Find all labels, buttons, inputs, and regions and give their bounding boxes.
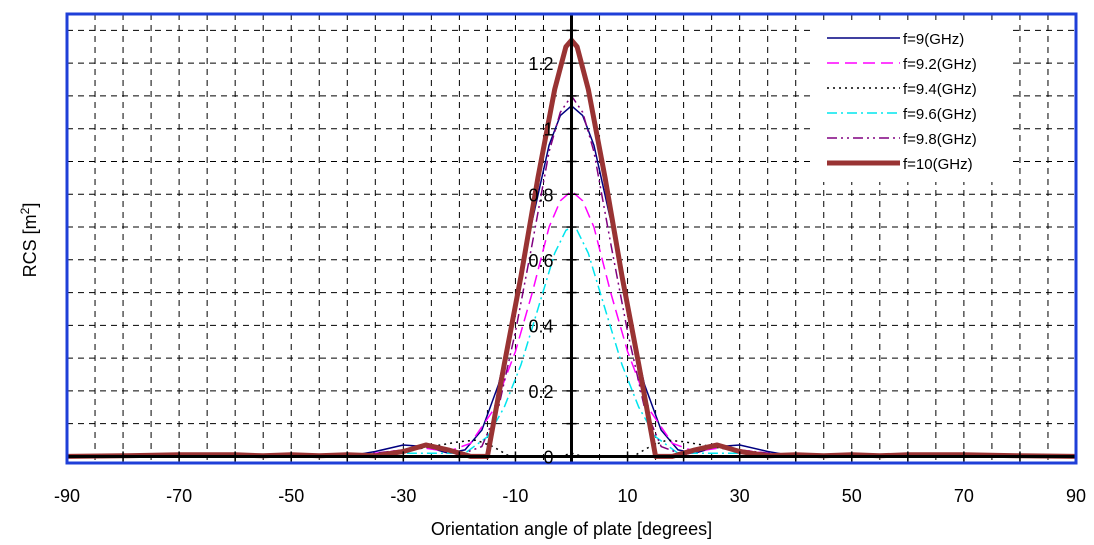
x-tick-label: -50 bbox=[278, 486, 304, 506]
legend-label-0: f=9(GHz) bbox=[903, 31, 964, 48]
y-tick-labels: 0 0.2 0.4 0.6 0.8 1 1.2 bbox=[528, 54, 553, 467]
legend-background bbox=[812, 22, 1012, 182]
y-tick-label: 0 bbox=[543, 447, 553, 467]
x-tick-label: 50 bbox=[842, 486, 862, 506]
legend-label-2: f=9.4(GHz) bbox=[903, 81, 977, 98]
x-tick-label: 90 bbox=[1066, 486, 1086, 506]
grid-lines bbox=[66, 14, 1077, 463]
y-axis-title: RCS [m2] bbox=[18, 203, 40, 278]
legend-label-4: f=9.8(GHz) bbox=[903, 131, 977, 148]
legend-label-5: f=10(GHz) bbox=[903, 156, 973, 173]
x-tick-label: -70 bbox=[166, 486, 192, 506]
y-tick-label: 0.4 bbox=[528, 316, 553, 336]
y-tick-label: 1.2 bbox=[528, 54, 553, 74]
x-tick-label: -90 bbox=[54, 486, 80, 506]
legend-label-1: f=9.2(GHz) bbox=[903, 56, 977, 73]
plot-frame bbox=[65, 12, 1078, 465]
legend-label-3: f=9.6(GHz) bbox=[903, 106, 977, 123]
y-tick-label: 1 bbox=[543, 120, 553, 140]
y-axis-title-main: RCS [m bbox=[20, 214, 40, 277]
legend: f=9(GHz) f=9.2(GHz) f=9.4(GHz) f=9.6(GHz) f=… bbox=[812, 22, 1012, 182]
x-tick-labels: -90 -70 -50 -30 -10 10 30 50 70 90 bbox=[54, 486, 1086, 506]
x-tick-label: 10 bbox=[618, 486, 638, 506]
x-tick-label: -30 bbox=[390, 486, 416, 506]
y-tick-label: 0.6 bbox=[528, 251, 553, 271]
y-axis-title-superscript: 2 bbox=[18, 207, 32, 214]
x-axis-title: Orientation angle of plate [degrees] bbox=[431, 519, 712, 539]
axes bbox=[66, 14, 1077, 463]
x-tick-label: 70 bbox=[954, 486, 974, 506]
y-tick-label: 0.8 bbox=[528, 185, 553, 205]
y-axis-title-close: ] bbox=[20, 203, 40, 208]
x-tick-label: 30 bbox=[730, 486, 750, 506]
x-tick-label: -10 bbox=[502, 486, 528, 506]
y-tick-label: 0.2 bbox=[528, 382, 553, 402]
